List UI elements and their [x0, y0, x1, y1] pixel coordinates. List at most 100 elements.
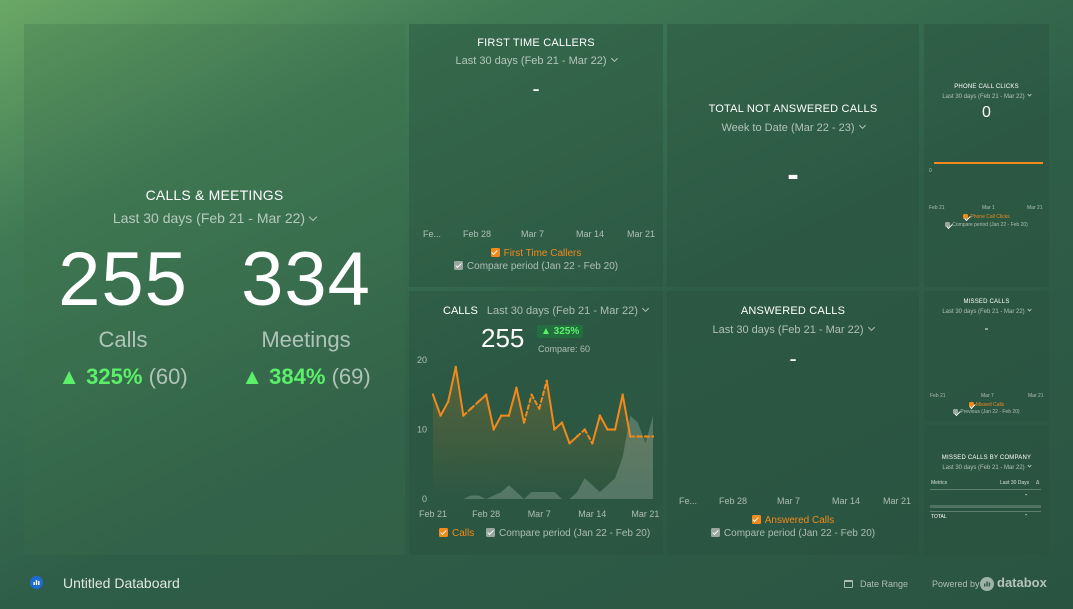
calls-meetings-period[interactable]: Last 30 days (Feb 21 - Mar 22) — [24, 210, 405, 226]
calls-header: CALLS Last 30 days (Feb 21 - Mar 22) — [443, 304, 649, 317]
legend-compare[interactable]: Compare period (Jan 22 - Feb 20) — [486, 528, 650, 539]
legend-phone-call-clicks[interactable]: Phone Call Clicks — [924, 214, 1049, 220]
legend-label: Phone Call Clicks — [970, 214, 1010, 220]
x-tick-label: Fe... — [423, 229, 442, 239]
checkbox-icon — [963, 214, 969, 219]
calls-point — [568, 442, 571, 445]
x-tick-label: Mar 7 — [528, 509, 551, 519]
calls-value: 255 — [58, 237, 188, 322]
first-time-callers-tile[interactable]: FIRST TIME CALLERS Last 30 days (Feb 21 … — [409, 24, 663, 287]
missed-calls-value: - — [984, 321, 989, 335]
meetings-value: 334 — [241, 237, 371, 322]
calls-point — [591, 442, 594, 445]
checkbox-icon — [968, 402, 974, 407]
calls-line-segment — [447, 365, 457, 403]
date-range-button[interactable]: Date Range — [860, 579, 909, 589]
x-tick-label: Mar 7 — [981, 393, 994, 399]
first-time-callers-period-label: Last 30 days (Feb 21 - Mar 22) — [455, 55, 607, 67]
calls-line-segment — [576, 428, 586, 438]
calls-label: Calls — [98, 327, 148, 352]
answered-calls-title: ANSWERED CALLS — [740, 305, 846, 317]
calls-point — [507, 414, 511, 417]
calls-meetings-tile[interactable]: CALLS & MEETINGS Last 30 days (Feb 21 - … — [24, 24, 405, 555]
answered-calls-tile[interactable]: ANSWERED CALLS Last 30 days (Feb 21 - Ma… — [667, 291, 919, 555]
calls-point — [553, 428, 556, 431]
table-header-metrics: Metrics — [931, 480, 948, 486]
legend-label: Compare period (Jan 22 - Feb 20) — [723, 528, 876, 539]
x-tick-label: Feb 21 — [419, 509, 447, 519]
calls-line-segment — [568, 435, 579, 445]
total-not-answered-tile[interactable]: TOTAL NOT ANSWERED CALLS Week to Date (M… — [667, 24, 919, 287]
checkbox-icon — [751, 515, 761, 524]
meetings-change: ▲ 384% — [241, 364, 326, 389]
chevron-down-icon — [1027, 307, 1032, 312]
total-not-answered-period[interactable]: Week to Date (Mar 22 - 23) — [667, 121, 919, 134]
phone-call-clicks-tile[interactable]: PHONE CALL CLICKS Last 30 days (Feb 21 -… — [924, 24, 1049, 287]
first-time-callers-title: FIRST TIME CALLERS — [477, 37, 595, 49]
calls-line-segment — [598, 414, 609, 431]
calls-compare: Compare: 60 — [538, 344, 591, 354]
x-tick-label: Feb 28 — [463, 229, 492, 239]
x-tick-label: Mar 14 — [832, 496, 861, 506]
missed-calls-period-label: Last 30 days (Feb 21 - Mar 22) — [942, 309, 1025, 315]
total-not-answered-period-label: Week to Date (Mar 22 - 23) — [721, 122, 855, 134]
legend-first-time-callers[interactable]: First Time Callers — [409, 248, 663, 259]
calls-line-segment — [439, 400, 450, 417]
x-tick-label: Feb 28 — [472, 509, 500, 519]
calls-line-segment — [591, 414, 601, 445]
missed-by-company-tile[interactable]: MISSED CALLS BY COMPANY Last 30 days (Fe… — [924, 425, 1049, 555]
calls-tile[interactable]: CALLS Last 30 days (Feb 21 - Mar 22) 255… — [409, 291, 663, 555]
phone-call-clicks-period[interactable]: Last 30 days (Feb 21 - Mar 22) — [924, 92, 1049, 100]
legend-label: Compare period (Jan 22 - Feb 20) — [499, 528, 651, 539]
meetings-label: Meetings — [261, 327, 351, 352]
checkbox-icon — [490, 248, 500, 257]
calls-point — [530, 393, 533, 396]
answered-calls-period[interactable]: Last 30 days (Feb 21 - Mar 22) — [667, 323, 919, 336]
calls-line-segment — [507, 386, 518, 417]
calls-line-segment — [621, 393, 632, 438]
calls-title: CALLS — [443, 305, 478, 317]
y-tick-label: 0 — [422, 494, 427, 504]
calls-area — [433, 366, 653, 499]
legend-calls[interactable]: Calls — [439, 528, 474, 539]
table-header-last30: Last 30 Days — [1000, 480, 1030, 486]
missed-by-company-period[interactable]: Last 30 days (Feb 21 - Mar 22) — [924, 463, 1049, 471]
x-tick-label: Feb 21 — [930, 393, 946, 399]
missed-by-company-title: MISSED CALLS BY COMPANY — [941, 455, 1032, 461]
total-not-answered-title: TOTAL NOT ANSWERED CALLS — [708, 103, 878, 115]
calls-line-segment — [560, 421, 571, 445]
legend-previous[interactable]: Previous (Jan 22 - Feb 20) — [924, 409, 1049, 415]
calls-line-segment — [462, 407, 472, 417]
calls-point — [439, 414, 442, 417]
chevron-down-icon — [1027, 92, 1032, 97]
legend-compare[interactable]: Compare period (Jan 22 - Feb 20) — [409, 261, 663, 272]
calls-line-segment — [614, 393, 624, 431]
legend-compare[interactable]: Compare period (Jan 22 - Feb 20) — [667, 528, 919, 539]
legend-answered-calls[interactable]: Answered Calls — [667, 515, 919, 526]
calls-point — [575, 435, 579, 438]
legend-compare[interactable]: Compare period (Jan 22 - Feb 20) — [924, 222, 1049, 228]
calls-line-segment — [485, 393, 495, 431]
calls-point — [454, 365, 457, 369]
checkbox-icon — [486, 528, 495, 537]
powered-by-label: Powered by — [932, 579, 980, 589]
calls-point — [598, 414, 602, 417]
calendar-icon[interactable] — [844, 580, 853, 588]
board-name[interactable]: Untitled Databoard — [63, 575, 180, 591]
chevron-down-icon — [867, 323, 875, 332]
calls-point — [446, 400, 450, 403]
first-time-callers-period[interactable]: Last 30 days (Feb 21 - Mar 22) — [409, 54, 663, 67]
calls-line-segment — [523, 393, 533, 424]
calls-value: 255 — [481, 323, 525, 353]
calls-period[interactable]: Last 30 days (Feb 21 - Mar 22) — [487, 304, 649, 317]
calls-point — [484, 393, 488, 396]
missed-calls-period[interactable]: Last 30 days (Feb 21 - Mar 22) — [924, 307, 1049, 315]
x-tick-label: Fe... — [679, 496, 698, 506]
checkbox-icon — [710, 528, 720, 537]
calls-line-segment — [469, 400, 480, 410]
legend-missed-calls[interactable]: Missed Calls — [924, 402, 1049, 408]
databox-logo-icon[interactable] — [30, 576, 43, 589]
missed-calls-tile[interactable]: MISSED CALLS Last 30 days (Feb 21 - Mar … — [924, 291, 1049, 421]
calls-line-segment — [454, 365, 465, 417]
